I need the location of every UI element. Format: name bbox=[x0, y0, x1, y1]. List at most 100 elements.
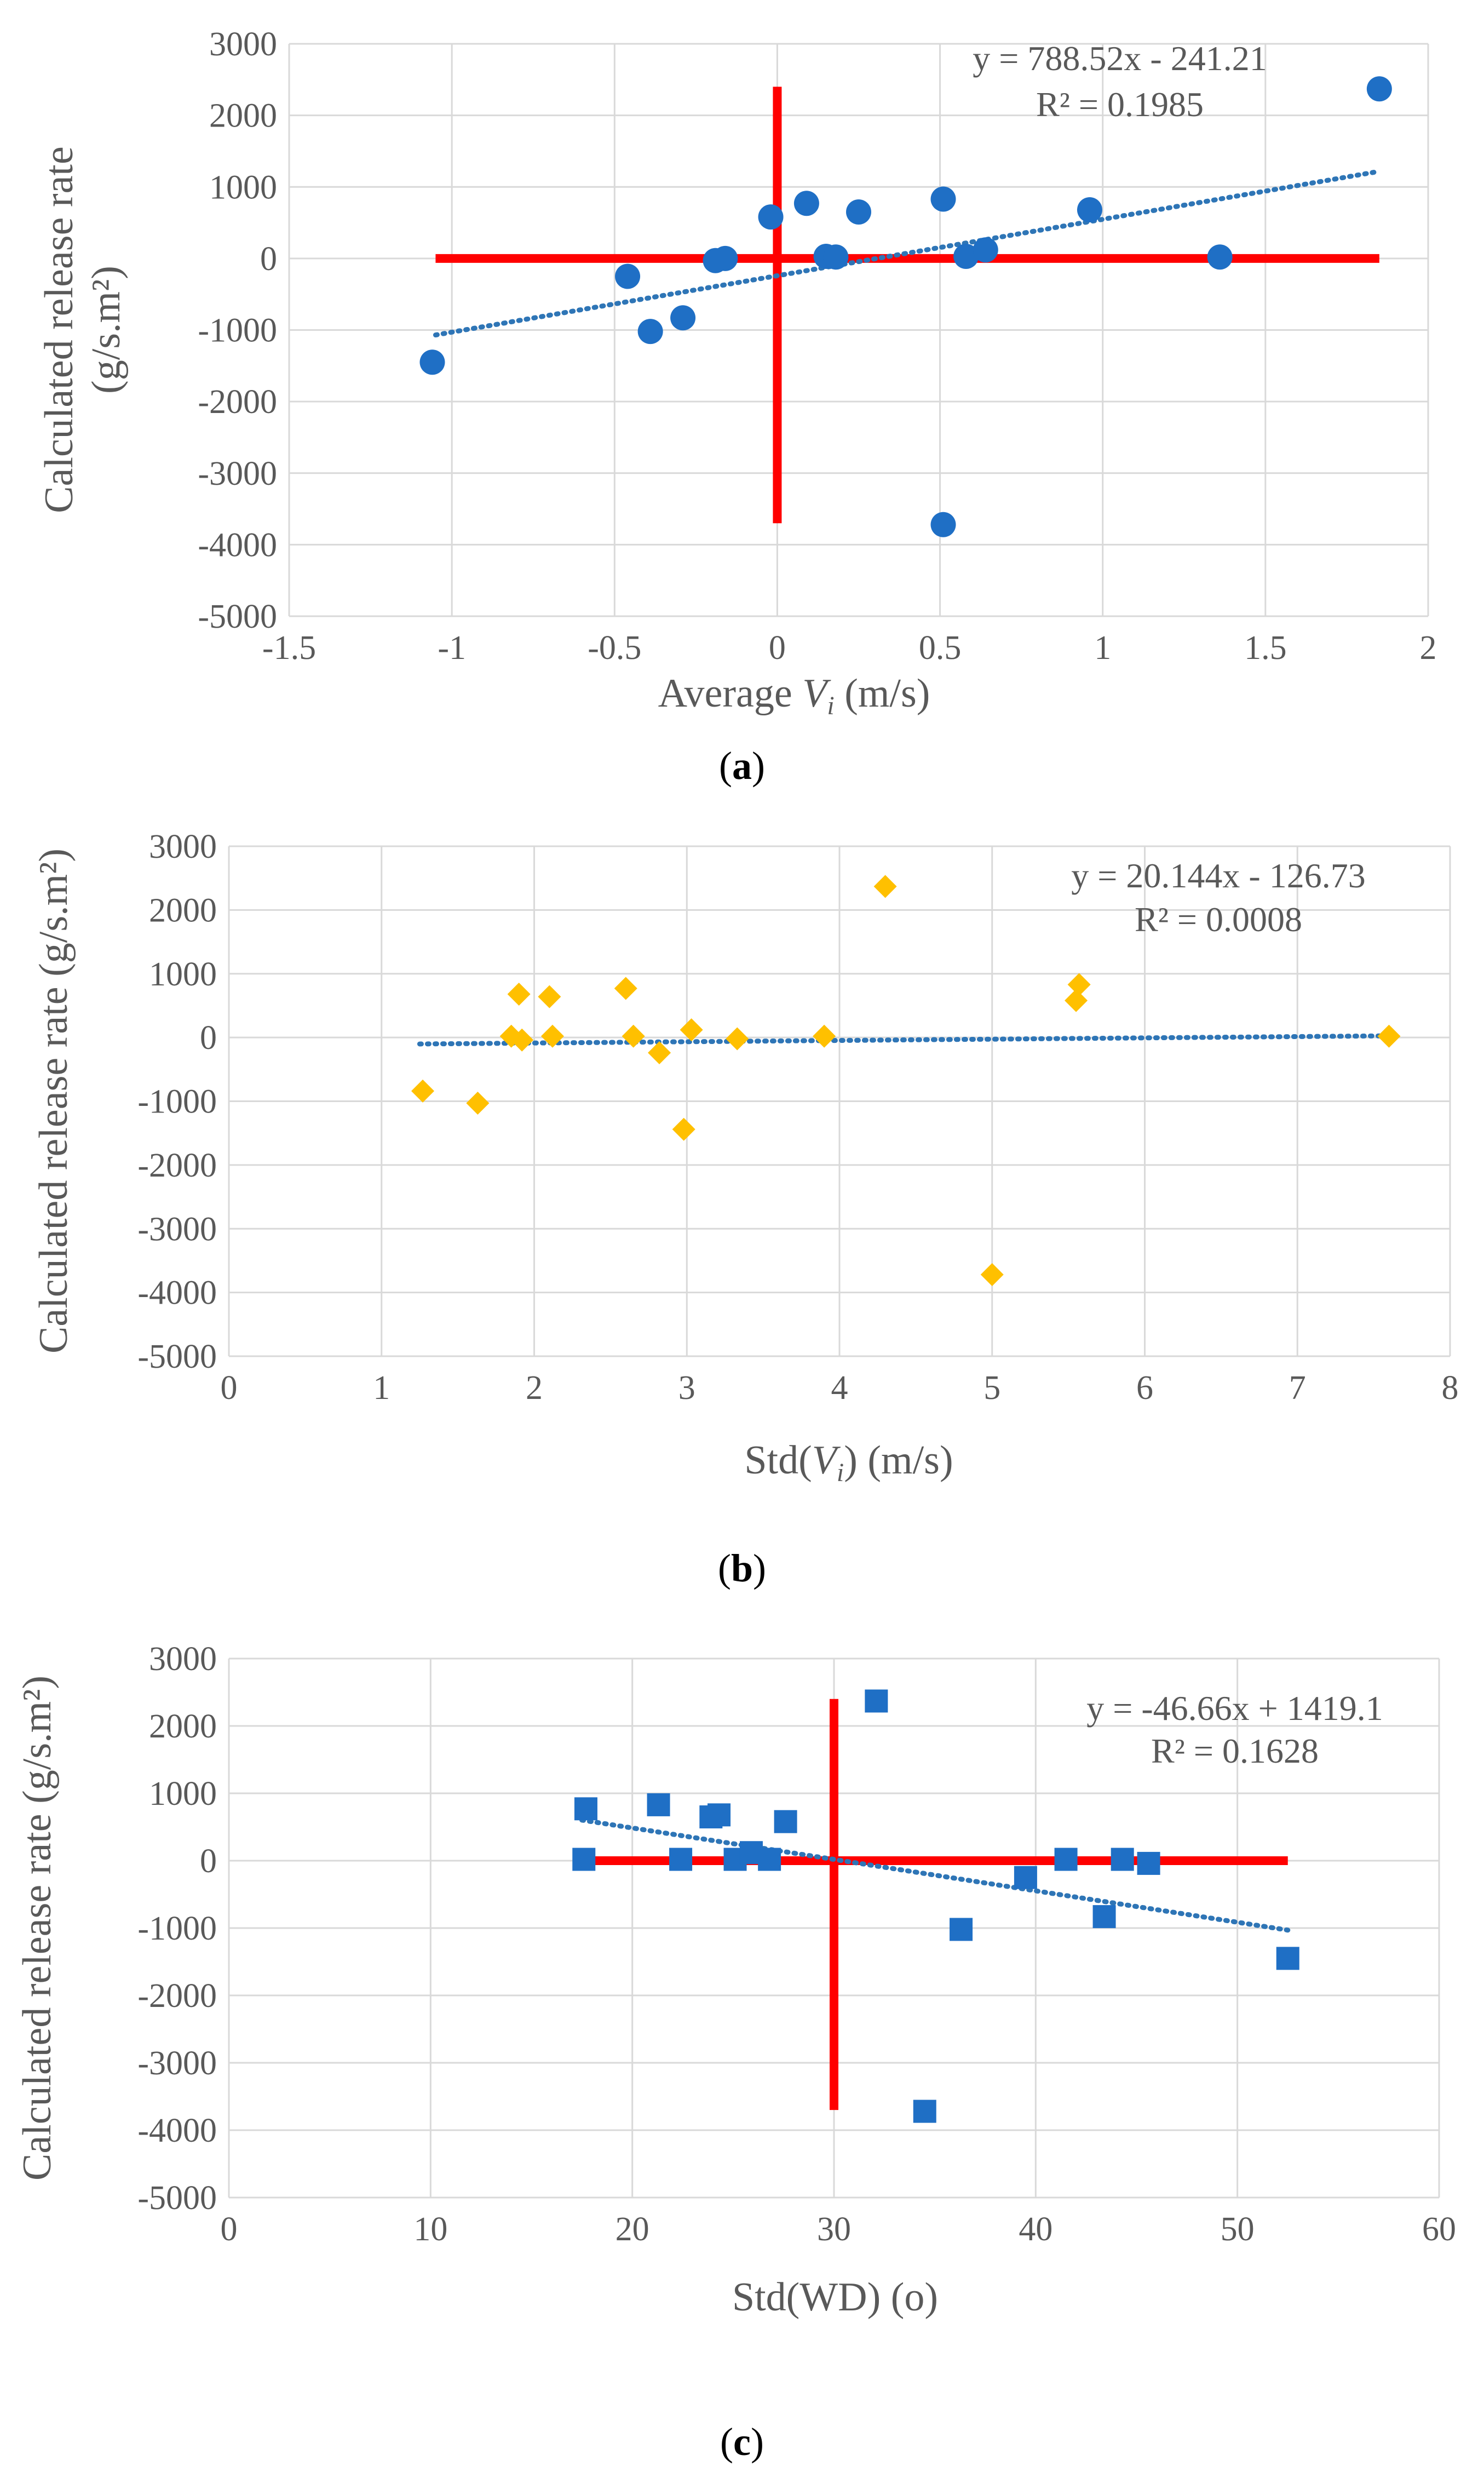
y-tick-label: 3000 bbox=[149, 828, 217, 865]
data-point bbox=[1092, 1905, 1116, 1929]
data-point bbox=[1137, 1851, 1160, 1875]
y-axis-label-line2: (g/s.m²) bbox=[84, 266, 129, 394]
data-point bbox=[647, 1793, 670, 1816]
x-tick-label: -0.5 bbox=[588, 629, 641, 667]
x-tick-label: 1 bbox=[373, 1369, 390, 1407]
data-point bbox=[774, 1810, 797, 1833]
x-axis-label-suffix: ) (m/s) bbox=[844, 1438, 953, 1483]
caption-letter: c bbox=[733, 2420, 751, 2464]
caption-close-paren: ) bbox=[751, 2420, 764, 2464]
y-tick-label: -4000 bbox=[198, 526, 277, 564]
data-point bbox=[1111, 1848, 1134, 1871]
data-point bbox=[670, 305, 696, 331]
y-tick-label: -1000 bbox=[137, 1910, 217, 1947]
data-point bbox=[813, 1024, 836, 1048]
data-point bbox=[865, 1689, 888, 1713]
data-point bbox=[510, 1028, 534, 1052]
x-axis-label: Std(Vi) (m/s) bbox=[744, 1438, 953, 1487]
data-point bbox=[574, 1797, 597, 1821]
data-point bbox=[980, 1263, 1004, 1287]
y-tick-label: -5000 bbox=[198, 598, 277, 635]
data-point bbox=[930, 186, 956, 212]
x-tick-label: -1 bbox=[438, 629, 466, 667]
x-tick-label: 60 bbox=[1422, 2211, 1456, 2248]
y-tick-label: -4000 bbox=[137, 1275, 217, 1312]
data-point bbox=[758, 1848, 781, 1871]
data-point bbox=[419, 349, 445, 375]
x-tick-label: 2 bbox=[526, 1369, 543, 1407]
caption-letter: b bbox=[731, 1546, 753, 1590]
x-tick-label: 10 bbox=[413, 2211, 447, 2248]
data-point bbox=[672, 1117, 695, 1141]
data-point bbox=[1014, 1866, 1037, 1889]
trendline-equation: y = -46.66x + 1419.1 bbox=[1086, 1689, 1383, 1728]
trendline bbox=[579, 1817, 1291, 1933]
y-tick-label: 0 bbox=[200, 1019, 217, 1057]
trendline-equation: y = 20.144x - 126.73 bbox=[1071, 856, 1365, 895]
x-tick-label: -1.5 bbox=[262, 629, 316, 667]
data-point bbox=[873, 875, 897, 898]
y-tick-label: 2000 bbox=[149, 1708, 217, 1745]
x-tick-label: 3 bbox=[678, 1369, 695, 1407]
data-point bbox=[637, 319, 663, 345]
y-tick-label: -3000 bbox=[198, 455, 277, 492]
x-axis-label: Std(WD) (o) bbox=[732, 2275, 938, 2320]
data-point bbox=[793, 191, 819, 216]
y-tick-label: -2000 bbox=[137, 1147, 217, 1184]
y-tick-label: 3000 bbox=[209, 26, 277, 63]
data-point bbox=[930, 512, 956, 537]
y-tick-label: 1000 bbox=[149, 956, 217, 993]
data-point bbox=[913, 2100, 936, 2123]
caption-letter: a bbox=[732, 744, 752, 788]
data-point bbox=[572, 1848, 596, 1871]
caption-close-paren: ) bbox=[753, 1546, 766, 1590]
data-point bbox=[1276, 1947, 1299, 1970]
data-point bbox=[973, 237, 998, 263]
data-point bbox=[712, 245, 738, 271]
data-point bbox=[1054, 1848, 1078, 1871]
data-point bbox=[466, 1091, 490, 1115]
x-tick-label: 40 bbox=[1019, 2211, 1052, 2248]
trendline bbox=[417, 1033, 1391, 1047]
caption-open-paren: ( bbox=[720, 2420, 733, 2464]
y-tick-label: 1000 bbox=[149, 1775, 217, 1812]
panel-caption: (c) bbox=[720, 2420, 764, 2464]
data-point bbox=[953, 243, 979, 269]
x-tick-label: 0.5 bbox=[919, 629, 962, 667]
y-tick-label: -5000 bbox=[137, 1338, 217, 1375]
y-tick-label: -5000 bbox=[137, 2179, 217, 2217]
data-point bbox=[648, 1041, 671, 1065]
x-tick-label: 30 bbox=[817, 2211, 851, 2248]
data-point bbox=[1366, 76, 1392, 102]
data-point bbox=[708, 1803, 731, 1827]
x-tick-label: 0 bbox=[769, 629, 786, 667]
r-squared-label: R² = 0.1985 bbox=[1036, 85, 1204, 124]
x-tick-label: 4 bbox=[831, 1369, 848, 1407]
x-axis-label-prefix: Std( bbox=[744, 1438, 812, 1483]
r-squared-label: R² = 0.0008 bbox=[1135, 900, 1302, 939]
panel-caption: (a) bbox=[719, 744, 765, 788]
x-axis-label-prefix: Average bbox=[658, 671, 803, 716]
x-axis-label-subscript: i bbox=[837, 1458, 844, 1487]
data-point bbox=[614, 977, 637, 1000]
x-tick-label: 20 bbox=[616, 2211, 649, 2248]
x-tick-label: 7 bbox=[1289, 1369, 1306, 1407]
data-point bbox=[1377, 1024, 1401, 1048]
r-squared-label: R² = 0.1628 bbox=[1151, 1731, 1319, 1770]
x-tick-label: 8 bbox=[1442, 1369, 1459, 1407]
y-axis-label-line1: Calculated release rate bbox=[37, 146, 82, 513]
x-tick-label: 1 bbox=[1094, 629, 1111, 667]
y-tick-label: -4000 bbox=[137, 2112, 217, 2149]
data-point bbox=[540, 1024, 564, 1048]
data-point bbox=[615, 263, 641, 289]
data-point bbox=[1065, 989, 1088, 1012]
data-point bbox=[823, 244, 849, 270]
data-point bbox=[507, 982, 531, 1006]
y-tick-label: 0 bbox=[260, 240, 277, 278]
y-axis-label-text: Calculated release rate (g/s.m²) bbox=[31, 848, 76, 1353]
x-axis-label-prefix: Std(WD) (o) bbox=[732, 2275, 938, 2320]
y-tick-label: -1000 bbox=[198, 312, 277, 349]
x-tick-label: 50 bbox=[1221, 2211, 1255, 2248]
y-axis-label: Calculated release rate (g/s.m²) bbox=[31, 848, 76, 1353]
